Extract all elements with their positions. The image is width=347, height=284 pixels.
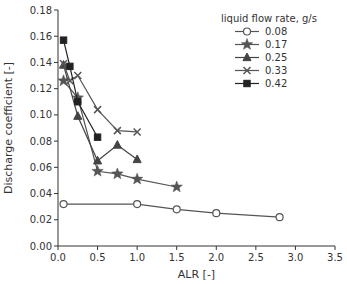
y-tick <box>54 167 58 168</box>
legend-swatch-marker <box>244 67 251 74</box>
series-line <box>64 81 177 187</box>
y-tick-label: 0.02 <box>30 214 52 225</box>
x-axis-label: ALR [-] <box>178 268 215 281</box>
point-marker <box>74 72 81 79</box>
x-tick <box>255 246 256 250</box>
point-marker <box>60 60 67 67</box>
y-tick-label: 0.10 <box>30 109 52 120</box>
point-marker <box>213 210 220 217</box>
legend-label: 0.42 <box>265 78 287 89</box>
x-tick <box>216 246 217 250</box>
y-tick-label: 0.06 <box>30 162 52 173</box>
y-tick <box>54 36 58 37</box>
legend-swatch-marker <box>244 80 250 86</box>
series-line <box>64 40 98 137</box>
y-tick <box>54 141 58 142</box>
legend-label: 0.08 <box>265 26 287 37</box>
point-marker <box>94 106 101 113</box>
point-marker <box>134 201 141 208</box>
point-marker <box>114 127 121 134</box>
y-tick-label: 0.18 <box>30 5 52 16</box>
point-marker <box>74 112 82 120</box>
y-axis-line <box>58 10 59 246</box>
x-tick <box>335 246 336 250</box>
y-tick <box>54 193 58 194</box>
legend-swatch-marker <box>244 28 251 35</box>
series-line <box>64 64 138 132</box>
y-tick <box>54 246 58 247</box>
y-tick-label: 0.04 <box>30 188 52 199</box>
y-tick <box>54 62 58 63</box>
legend-swatch-marker <box>241 39 252 50</box>
legend-label: 0.33 <box>265 65 287 76</box>
x-tick-label: 1.0 <box>129 252 145 263</box>
x-tick <box>295 246 296 250</box>
y-tick-label: 0.12 <box>30 83 52 94</box>
legend: liquid flow rate, g/s 0.08 0.17 0.25 0.33 0.4… <box>221 13 317 89</box>
x-tick-label: 0.5 <box>90 252 106 263</box>
x-axis-line <box>58 246 335 247</box>
x-tick-label: 2.5 <box>248 252 264 263</box>
y-tick <box>54 88 58 89</box>
chart: 0.0 0.5 1.0 1.5 2.0 2.5 3.0 3.5 0.00 0.02 0.04 0.06… <box>0 0 347 284</box>
x-tick-label: 3.5 <box>327 252 343 263</box>
point-marker <box>92 165 103 176</box>
point-marker <box>173 206 180 213</box>
series-line <box>64 204 280 217</box>
y-tick-label: 0.00 <box>30 241 52 252</box>
legend-swatch-marker <box>243 53 251 61</box>
x-tick <box>137 246 138 250</box>
x-tick <box>58 246 59 250</box>
point-marker <box>60 201 67 208</box>
y-tick-label: 0.08 <box>30 136 52 147</box>
point-marker <box>75 99 81 105</box>
point-marker <box>67 63 73 69</box>
point-marker <box>133 155 141 163</box>
point-marker <box>134 128 141 135</box>
point-marker <box>113 141 121 149</box>
y-tick-label: 0.14 <box>30 57 52 68</box>
point-marker <box>112 168 123 179</box>
point-marker <box>60 37 66 43</box>
y-tick <box>54 219 58 220</box>
point-marker <box>171 181 182 192</box>
x-tick-label: 3.0 <box>287 252 303 263</box>
point-marker <box>94 134 100 140</box>
y-tick-label: 0.16 <box>30 31 52 42</box>
legend-label: 0.17 <box>265 39 287 50</box>
plot-area <box>58 37 283 221</box>
legend-title: liquid flow rate, g/s <box>221 13 317 24</box>
legend-label: 0.25 <box>265 52 287 63</box>
point-marker <box>276 214 283 221</box>
point-marker <box>131 173 142 184</box>
x-tick <box>176 246 177 250</box>
x-tick <box>97 246 98 250</box>
point-marker <box>94 156 102 164</box>
y-axis-label: Discharge coefficient [-] <box>2 62 15 194</box>
y-tick <box>54 114 58 115</box>
series-line <box>64 65 138 161</box>
y-tick <box>54 10 58 11</box>
x-tick-label: 2.0 <box>208 252 224 263</box>
x-tick-label: 0.0 <box>50 252 66 263</box>
x-tick-label: 1.5 <box>169 252 185 263</box>
